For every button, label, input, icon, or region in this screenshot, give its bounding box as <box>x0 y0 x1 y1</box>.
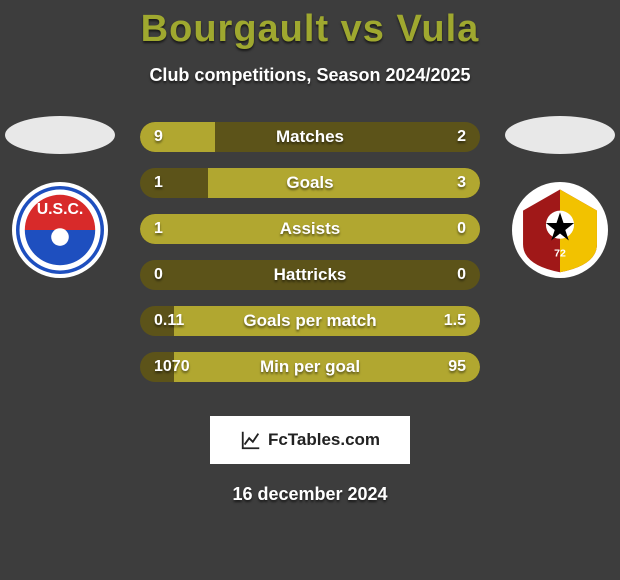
lemans-badge-icon: 72 <box>516 186 604 274</box>
stat-value-right: 0 <box>457 260 466 290</box>
stat-value-right: 3 <box>457 168 466 198</box>
stat-value-right: 1.5 <box>444 306 466 336</box>
stat-label: Goals <box>140 168 480 198</box>
club-badge-left: U.S.C. <box>12 182 108 278</box>
comparison-stage: U.S.C. 72 Matches92Goals13Assists10Hattr… <box>0 110 620 410</box>
stat-value-left: 0.11 <box>154 306 184 336</box>
player-right-column: 72 <box>500 110 620 278</box>
stat-label: Hattricks <box>140 260 480 290</box>
player-left-column: U.S.C. <box>0 110 120 278</box>
stat-row: Assists1 0 <box>140 214 480 244</box>
svg-text:U.S.C.: U.S.C. <box>37 201 84 218</box>
stat-row: Min per goal1070 95 <box>140 352 480 382</box>
stat-value-left: 0 <box>154 260 163 290</box>
stat-row: Hattricks0 0 <box>140 260 480 290</box>
usc-badge-icon: U.S.C. <box>16 186 104 274</box>
stat-label: Goals per match <box>140 306 480 336</box>
stat-row: Goals per match0.11 1.5 <box>140 306 480 336</box>
player-right-shadow <box>505 116 615 154</box>
stat-value-left: 1 <box>154 214 163 244</box>
watermark-text: FcTables.com <box>268 430 380 450</box>
stat-value-right: 95 <box>448 352 466 382</box>
player-left-shadow <box>5 116 115 154</box>
stat-bars: Matches92Goals13Assists10Hattricks00Goal… <box>140 122 480 398</box>
stat-row: Goals1 3 <box>140 168 480 198</box>
page-title: Bourgault vs Vula <box>0 0 620 51</box>
stat-label: Matches <box>140 122 480 152</box>
stat-value-right: 2 <box>457 122 466 152</box>
stat-label: Min per goal <box>140 352 480 382</box>
stat-value-right: 0 <box>457 214 466 244</box>
svg-text:72: 72 <box>554 247 566 259</box>
stat-label: Assists <box>140 214 480 244</box>
watermark: FcTables.com <box>210 416 410 464</box>
chart-icon <box>240 429 262 451</box>
stat-value-left: 9 <box>154 122 163 152</box>
stat-value-left: 1070 <box>154 352 190 382</box>
date-text: 16 december 2024 <box>0 484 620 505</box>
stat-row: Matches9 2 <box>140 122 480 152</box>
subtitle: Club competitions, Season 2024/2025 <box>0 65 620 86</box>
club-badge-right: 72 <box>512 182 608 278</box>
stat-value-left: 1 <box>154 168 163 198</box>
